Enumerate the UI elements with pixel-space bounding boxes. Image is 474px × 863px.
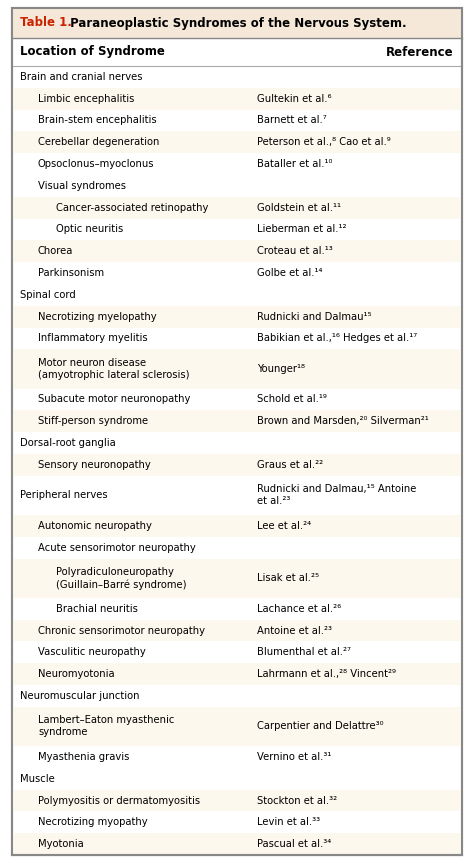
Bar [12, 411, 462, 432]
Text: Graus et al.²²: Graus et al.²² [257, 460, 323, 469]
Text: Polyradiculoneuropathy
(Guillain–Barré syndrome): Polyradiculoneuropathy (Guillain–Barré s… [56, 567, 186, 589]
Text: Sensory neuronopathy: Sensory neuronopathy [38, 460, 151, 469]
Bar [12, 790, 462, 811]
Text: Younger¹⁸: Younger¹⁸ [257, 364, 305, 374]
Text: Optic neuritis: Optic neuritis [56, 224, 123, 235]
Text: Bataller et al.¹⁰: Bataller et al.¹⁰ [257, 159, 332, 169]
Text: Chronic sensorimotor neuropathy: Chronic sensorimotor neuropathy [38, 626, 205, 635]
Text: Peterson et al.,⁸ Cao et al.⁹: Peterson et al.,⁸ Cao et al.⁹ [257, 137, 391, 148]
Text: Rudnicki and Dalmau,¹⁵ Antoine
et al.²³: Rudnicki and Dalmau,¹⁵ Antoine et al.²³ [257, 484, 416, 507]
Bar [12, 707, 462, 746]
Text: Babikian et al.,¹⁶ Hedges et al.¹⁷: Babikian et al.,¹⁶ Hedges et al.¹⁷ [257, 333, 417, 343]
Text: Barnett et al.⁷: Barnett et al.⁷ [257, 116, 327, 125]
Text: Table 1.: Table 1. [20, 16, 72, 29]
Text: Lachance et al.²⁶: Lachance et al.²⁶ [257, 604, 341, 614]
Text: Brain and cranial nerves: Brain and cranial nerves [20, 72, 143, 82]
Text: Reference: Reference [386, 46, 454, 59]
Text: Golbe et al.¹⁴: Golbe et al.¹⁴ [257, 268, 322, 278]
Text: Muscle: Muscle [20, 774, 55, 784]
Text: Myotonia: Myotonia [38, 839, 84, 849]
Bar [12, 350, 462, 388]
Text: Lee et al.²⁴: Lee et al.²⁴ [257, 521, 311, 531]
Bar [12, 306, 462, 328]
Text: Necrotizing myopathy: Necrotizing myopathy [38, 817, 147, 828]
Text: Autonomic neuropathy: Autonomic neuropathy [38, 521, 152, 531]
Text: Neuromuscular junction: Neuromuscular junction [20, 691, 139, 701]
Text: Vasculitic neuropathy: Vasculitic neuropathy [38, 647, 146, 658]
Text: Visual syndromes: Visual syndromes [38, 181, 126, 191]
Text: Brachial neuritis: Brachial neuritis [56, 604, 138, 614]
Text: Lahrmann et al.,²⁸ Vincent²⁹: Lahrmann et al.,²⁸ Vincent²⁹ [257, 669, 396, 679]
Text: Croteau et al.¹³: Croteau et al.¹³ [257, 246, 333, 256]
Text: Inflammatory myelitis: Inflammatory myelitis [38, 333, 147, 343]
Text: Antoine et al.²³: Antoine et al.²³ [257, 626, 332, 635]
Text: Gultekin et al.⁶: Gultekin et al.⁶ [257, 94, 331, 104]
Text: Necrotizing myelopathy: Necrotizing myelopathy [38, 312, 156, 322]
Bar [12, 241, 462, 262]
Text: Brown and Marsden,²⁰ Silverman²¹: Brown and Marsden,²⁰ Silverman²¹ [257, 416, 429, 426]
Text: Paraneoplastic Syndromes of the Nervous System.: Paraneoplastic Syndromes of the Nervous … [66, 16, 407, 29]
Bar [12, 620, 462, 641]
Text: Pascual et al.³⁴: Pascual et al.³⁴ [257, 839, 331, 849]
Bar [12, 558, 462, 598]
Bar [12, 8, 462, 38]
Bar [12, 515, 462, 537]
Text: Levin et al.³³: Levin et al.³³ [257, 817, 320, 828]
Text: Chorea: Chorea [38, 246, 73, 256]
Text: Dorsal-root ganglia: Dorsal-root ganglia [20, 438, 116, 448]
Text: Peripheral nerves: Peripheral nerves [20, 490, 108, 501]
Text: Rudnicki and Dalmau¹⁵: Rudnicki and Dalmau¹⁵ [257, 312, 372, 322]
Text: Vernino et al.³¹: Vernino et al.³¹ [257, 752, 331, 762]
Text: Stockton et al.³²: Stockton et al.³² [257, 796, 337, 805]
Text: Myasthenia gravis: Myasthenia gravis [38, 752, 129, 762]
Text: Lisak et al.²⁵: Lisak et al.²⁵ [257, 573, 319, 583]
Bar [12, 197, 462, 218]
Text: Opsoclonus–myoclonus: Opsoclonus–myoclonus [38, 159, 155, 169]
Text: Lieberman et al.¹²: Lieberman et al.¹² [257, 224, 346, 235]
Text: Location of Syndrome: Location of Syndrome [20, 46, 165, 59]
Bar [12, 454, 462, 476]
Text: Stiff-person syndrome: Stiff-person syndrome [38, 416, 148, 426]
Text: Acute sensorimotor neuropathy: Acute sensorimotor neuropathy [38, 543, 196, 552]
Text: Polymyositis or dermatomyositis: Polymyositis or dermatomyositis [38, 796, 200, 805]
Text: Goldstein et al.¹¹: Goldstein et al.¹¹ [257, 203, 341, 212]
Text: Neuromyotonia: Neuromyotonia [38, 669, 115, 679]
Text: Cancer-associated retinopathy: Cancer-associated retinopathy [56, 203, 209, 212]
Bar [12, 88, 462, 110]
Text: Spinal cord: Spinal cord [20, 290, 76, 299]
Text: Subacute motor neuronopathy: Subacute motor neuronopathy [38, 394, 191, 405]
Text: Blumenthal et al.²⁷: Blumenthal et al.²⁷ [257, 647, 351, 658]
Text: Schold et al.¹⁹: Schold et al.¹⁹ [257, 394, 327, 405]
Bar [12, 663, 462, 685]
Text: Cerebellar degeneration: Cerebellar degeneration [38, 137, 159, 148]
Bar [12, 131, 462, 153]
Bar [12, 833, 462, 855]
Text: Motor neuron disease
(amyotrophic lateral sclerosis): Motor neuron disease (amyotrophic latera… [38, 358, 190, 380]
Text: Parkinsonism: Parkinsonism [38, 268, 104, 278]
Text: Limbic encephalitis: Limbic encephalitis [38, 94, 134, 104]
Text: Brain-stem encephalitis: Brain-stem encephalitis [38, 116, 156, 125]
Text: Carpentier and Delattre³⁰: Carpentier and Delattre³⁰ [257, 721, 383, 732]
Text: Lambert–Eaton myasthenic
syndrome: Lambert–Eaton myasthenic syndrome [38, 715, 174, 737]
